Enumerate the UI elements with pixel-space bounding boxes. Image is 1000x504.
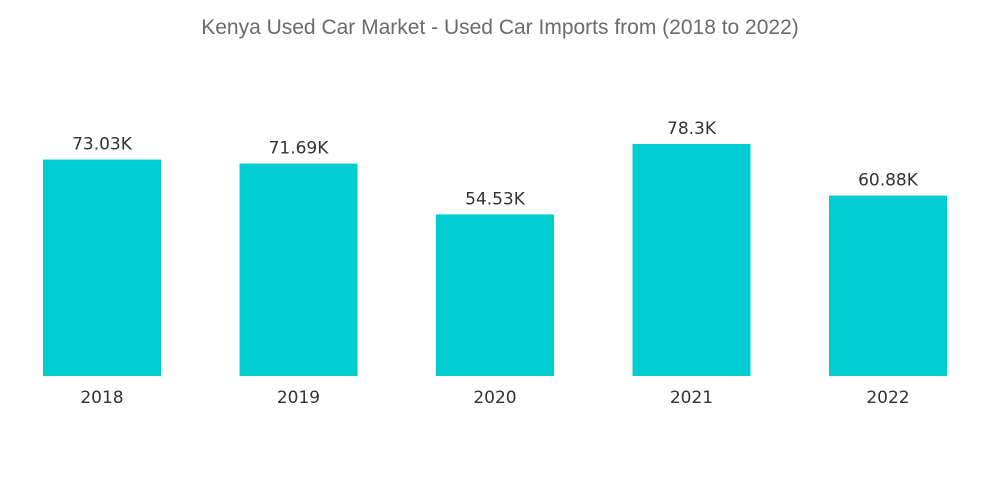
data-label-2018: 73.03K (72, 135, 133, 155)
x-tick-label-2018: 2018 (80, 388, 123, 408)
bar-2021 (632, 144, 751, 376)
x-tick-label-2019: 2019 (277, 388, 320, 408)
x-tick-label-2022: 2022 (866, 388, 909, 408)
bar-2018 (43, 159, 161, 376)
x-tick-label-2020: 2020 (473, 388, 516, 408)
x-axis-ticks: 2018 2019 2020 2021 2022 (80, 388, 909, 408)
bars-layer (43, 144, 947, 376)
bar-2020 (436, 214, 554, 376)
data-label-2020: 54.53K (465, 189, 526, 209)
x-tick-label-2021: 2021 (670, 388, 713, 408)
bar-2019 (239, 163, 358, 376)
data-labels-layer: 73.03K 71.69K 54.53K 78.3K 60.88K (72, 119, 919, 209)
chart-title: Kenya Used Car Market - Used Car Imports… (201, 16, 799, 39)
data-label-2021: 78.3K (667, 119, 717, 139)
data-label-2022: 60.88K (858, 171, 919, 191)
bar-2022 (829, 195, 947, 376)
data-label-2019: 71.69K (269, 139, 330, 159)
